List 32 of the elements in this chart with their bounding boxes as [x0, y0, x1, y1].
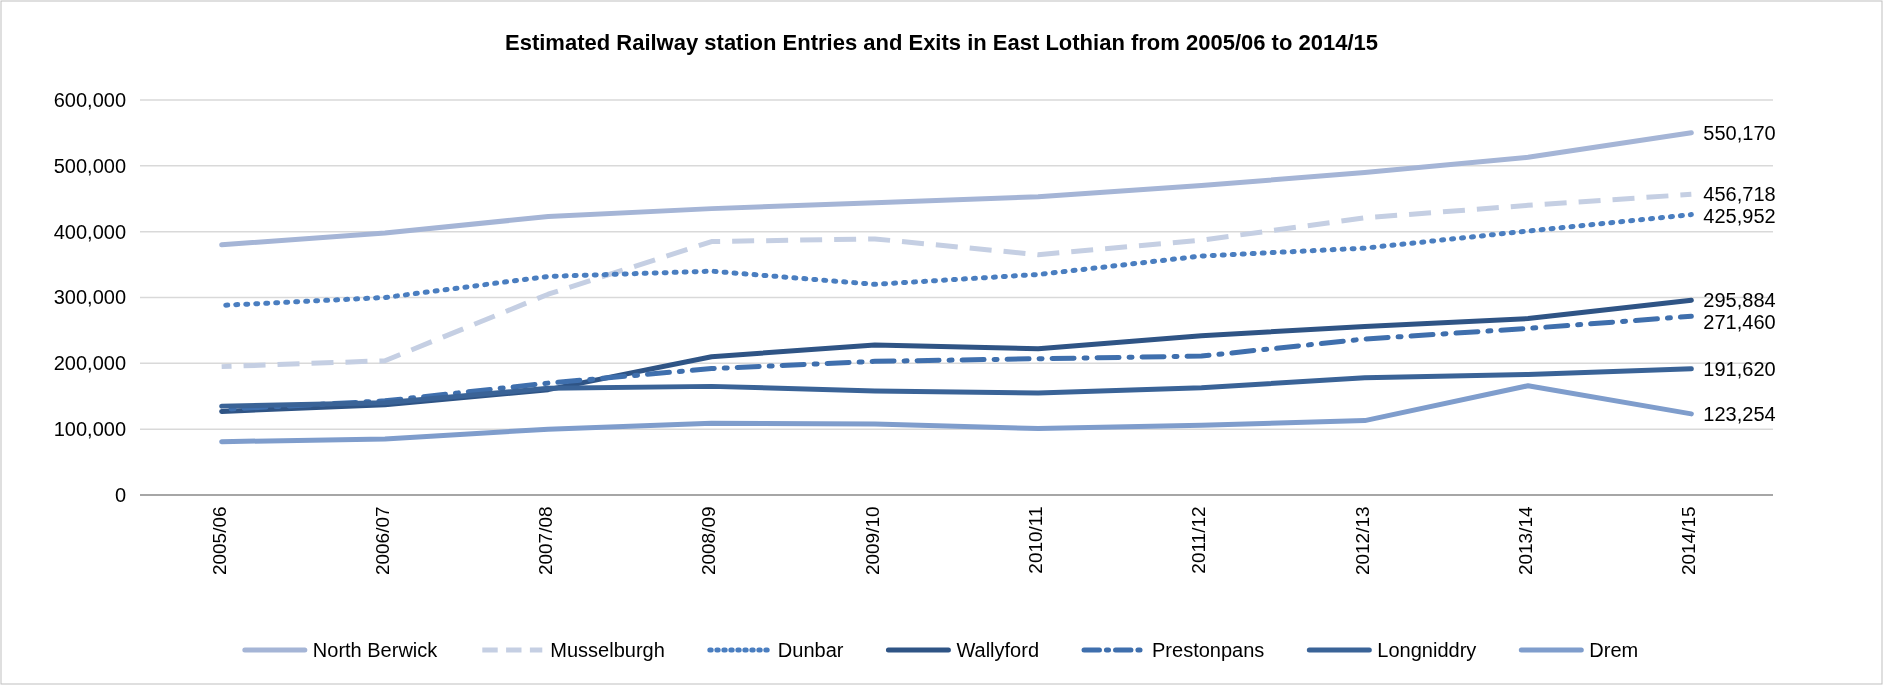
y-tick-label: 600,000 — [53, 88, 126, 111]
legend-label: Prestonpans — [1152, 639, 1265, 661]
x-tick-label: 2012/13 — [1351, 506, 1373, 576]
legend-label: Longniddry — [1377, 639, 1477, 661]
data-label: 425,952 — [1703, 205, 1776, 228]
y-tick-label: 200,000 — [53, 352, 126, 375]
data-label: 295,884 — [1703, 289, 1776, 312]
x-tick-label: 2013/14 — [1514, 505, 1536, 576]
data-label: 123,254 — [1703, 402, 1776, 425]
x-tick-label: 2014/15 — [1678, 506, 1700, 576]
x-tick-label: 2005/06 — [208, 506, 230, 576]
data-label: 271,460 — [1703, 311, 1776, 334]
x-tick-label: 2010/11 — [1025, 506, 1046, 574]
legend-label: Musselburgh — [550, 639, 665, 661]
legend-label: Wallyford — [956, 639, 1040, 661]
data-label: 550,170 — [1703, 121, 1776, 144]
x-tick-label: 2011/12 — [1188, 506, 1210, 574]
y-tick-label: 500,000 — [53, 154, 126, 177]
y-tick-label: 300,000 — [53, 286, 126, 309]
data-label: 191,620 — [1703, 357, 1776, 380]
x-tick-label: 2008/09 — [698, 506, 720, 576]
y-tick-label: 400,000 — [53, 220, 126, 243]
legend-label: Drem — [1589, 639, 1639, 661]
x-tick-label: 2007/08 — [535, 506, 557, 576]
data-label: 456,718 — [1703, 183, 1776, 206]
y-tick-label: 100,000 — [53, 418, 126, 441]
legend-label: Dunbar — [777, 639, 844, 661]
chart-title: Estimated Railway station Entries and Exits in East Lothian from 2005/06 to 2014/15 — [505, 30, 1378, 55]
x-tick-label: 2009/10 — [861, 506, 883, 576]
y-tick-label: 0 — [114, 483, 126, 506]
x-tick-label: 2006/07 — [371, 506, 393, 576]
legend-label: North Berwick — [312, 639, 439, 661]
